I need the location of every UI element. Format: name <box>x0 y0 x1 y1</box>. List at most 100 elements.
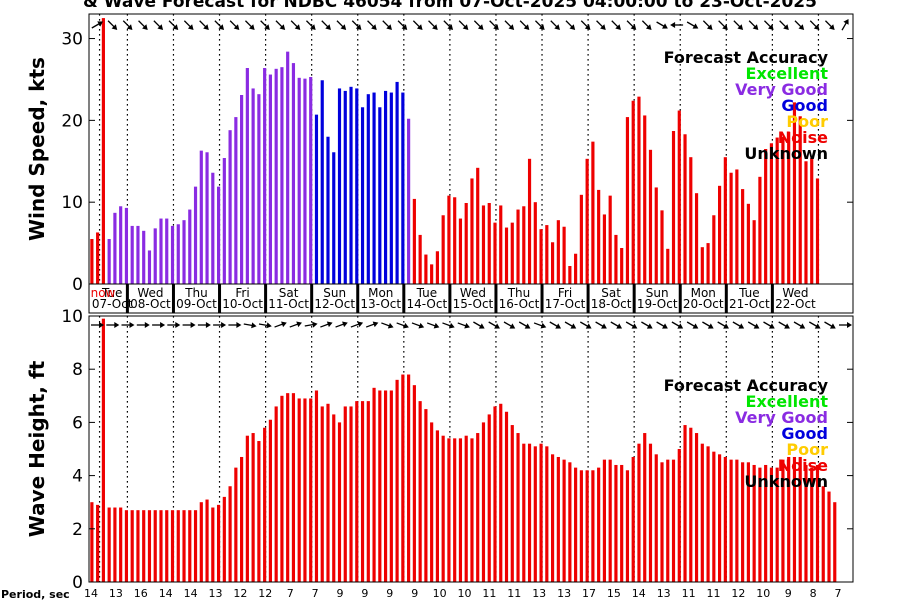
bar <box>245 435 249 582</box>
period-value: 10 <box>756 587 770 600</box>
bar <box>355 401 359 582</box>
bar <box>355 88 359 284</box>
bar <box>510 425 514 582</box>
direction-arrow-icon <box>610 321 623 329</box>
bar <box>113 507 117 582</box>
bar <box>585 470 589 582</box>
bar <box>130 510 134 582</box>
bar <box>435 251 439 284</box>
bar <box>775 467 779 582</box>
bar <box>119 507 123 582</box>
bar <box>602 214 606 284</box>
direction-arrow-icon <box>656 21 668 29</box>
direction-arrow-icon <box>411 322 425 329</box>
bar <box>297 77 301 284</box>
period-value: 17 <box>582 587 596 600</box>
direction-arrow-icon <box>443 20 454 30</box>
bar <box>706 243 710 284</box>
bar <box>562 459 566 582</box>
bar <box>90 502 94 582</box>
bar <box>579 194 583 284</box>
direction-arrow-icon <box>489 20 499 30</box>
wind-speed-panel: 0 10 20 30 Wind Speed, kts Forecast Accurac… <box>25 13 854 295</box>
direction-arrow-icon <box>503 321 516 329</box>
bar <box>366 94 370 285</box>
bar <box>643 115 647 284</box>
bar <box>493 406 497 582</box>
direction-arrow-icon <box>549 321 562 329</box>
direction-arrow-icon <box>580 20 591 30</box>
day-of-week-label: Wed <box>460 286 486 300</box>
bar <box>165 218 169 284</box>
direction-arrow-icon <box>686 321 699 329</box>
direction-arrow-icon <box>426 322 440 329</box>
bar <box>453 438 457 582</box>
bar <box>147 510 152 582</box>
direction-arrow-icon <box>488 321 500 329</box>
period-value: 14 <box>159 587 173 600</box>
legend-entry: Unknown <box>744 144 828 163</box>
bar <box>142 510 146 582</box>
bar <box>447 438 451 582</box>
day-of-week-label: Sun <box>323 286 346 300</box>
day-of-week-label: Tue <box>738 286 760 300</box>
legend-title: Forecast Accuracy <box>664 376 829 395</box>
bar <box>775 137 779 284</box>
bar <box>671 131 676 284</box>
direction-arrow-icon <box>382 20 392 30</box>
bar <box>539 443 543 582</box>
bar <box>124 207 129 284</box>
bar <box>597 189 601 284</box>
legend-entry: Noise <box>778 456 828 475</box>
period-value: 11 <box>682 587 696 600</box>
bar <box>170 510 175 582</box>
bar <box>677 449 681 582</box>
day-date-label: 14-Oct <box>407 297 448 311</box>
bar <box>556 456 560 582</box>
bar <box>263 427 267 582</box>
bar <box>136 510 140 582</box>
day-of-week-label: Sun <box>646 286 669 300</box>
bar <box>286 393 290 582</box>
bar <box>827 491 831 582</box>
day-date-label: 19-Oct <box>637 297 678 311</box>
bar <box>487 203 491 284</box>
bar <box>643 433 647 582</box>
direction-arrow-icon <box>121 322 135 328</box>
bar <box>96 504 100 582</box>
direction-arrow-icon <box>199 20 209 30</box>
bar <box>159 218 163 284</box>
y-tick-label: 6 <box>72 413 83 433</box>
day-of-week-label: Fri <box>558 286 572 300</box>
bar <box>821 486 825 582</box>
bar <box>372 387 376 582</box>
bar <box>804 464 808 582</box>
period-value: 14 <box>84 587 98 600</box>
bar <box>205 152 209 284</box>
direction-arrow-icon <box>518 321 531 329</box>
bar <box>314 114 319 284</box>
bar <box>764 464 768 582</box>
bar <box>539 229 543 284</box>
direction-arrow-icon <box>641 321 653 329</box>
bar <box>545 446 549 582</box>
bar <box>205 499 209 582</box>
bar <box>464 203 468 284</box>
direction-arrow-icon <box>182 322 196 328</box>
direction-arrow-icon <box>718 20 728 30</box>
bar <box>551 242 555 284</box>
bar <box>401 374 405 582</box>
day-of-week-label: Mon <box>368 286 393 300</box>
bar <box>447 195 451 284</box>
y-tick-label: 8 <box>72 360 83 380</box>
bar <box>666 248 670 284</box>
direction-arrow-icon <box>122 20 133 30</box>
bar <box>470 438 474 582</box>
direction-arrow-icon <box>732 321 745 329</box>
bar <box>458 438 463 582</box>
period-value: 13 <box>532 587 546 600</box>
bar <box>107 239 111 284</box>
bar <box>597 467 601 582</box>
